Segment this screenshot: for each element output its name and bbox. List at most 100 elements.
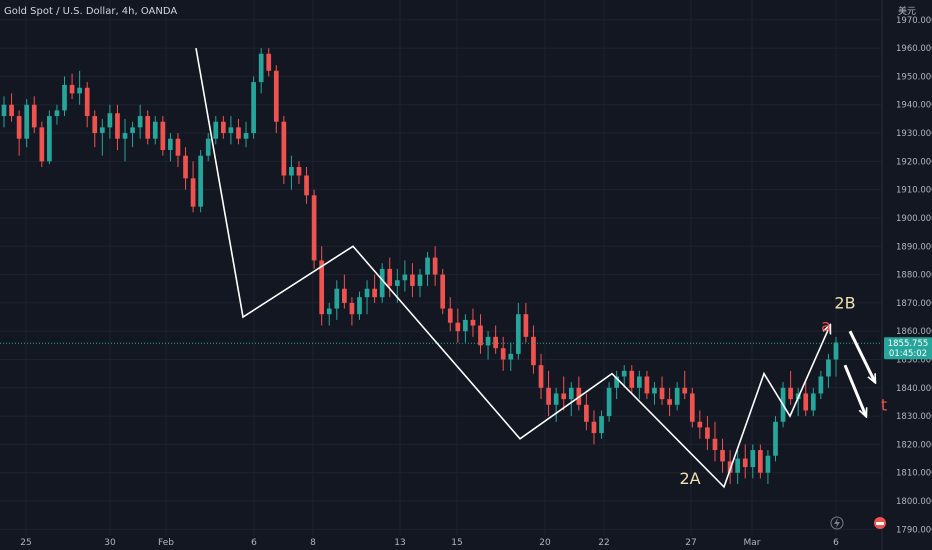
y-tick-label: 1860.000 <box>896 327 932 337</box>
candle-body <box>198 155 203 207</box>
candle-body <box>750 450 756 468</box>
candle <box>281 116 287 184</box>
candle-body <box>727 461 733 473</box>
candle-body <box>357 297 362 315</box>
candle-body <box>659 387 665 400</box>
candle-body <box>621 370 627 377</box>
candle <box>826 353 831 388</box>
candle <box>508 342 514 371</box>
candle-body <box>440 274 446 309</box>
candle-body <box>697 421 703 428</box>
candle <box>236 118 241 145</box>
candle-body <box>500 348 506 360</box>
lightning-icon[interactable] <box>830 516 844 530</box>
lightning-icon-ring <box>830 516 844 530</box>
wave-path <box>195 47 830 489</box>
candle <box>727 450 733 485</box>
candle-body <box>47 116 52 162</box>
candle <box>311 189 317 269</box>
candle <box>584 393 589 431</box>
candle-body <box>508 353 514 360</box>
candle <box>47 110 52 165</box>
candle <box>228 116 234 145</box>
wave-label: 2A <box>679 469 700 488</box>
y-tick-label: 1830.000 <box>896 412 932 422</box>
candle <box>190 161 196 213</box>
candle-body <box>394 280 400 286</box>
candle-body <box>432 257 438 275</box>
candle <box>478 314 483 354</box>
candle-body <box>258 53 264 83</box>
x-tick-label: 30 <box>104 538 116 548</box>
candle-body <box>273 70 279 122</box>
x-tick-label: 22 <box>598 538 609 548</box>
candle-body <box>478 325 483 346</box>
candle-body <box>69 84 75 94</box>
candle-body <box>568 387 574 400</box>
candle-body <box>115 113 120 139</box>
candle <box>765 450 771 485</box>
candle <box>342 274 347 309</box>
candle-body <box>584 404 589 422</box>
flag-icon[interactable] <box>874 517 886 529</box>
candle <box>205 133 211 162</box>
candle <box>402 260 408 292</box>
candle <box>531 325 536 374</box>
y-tick-label: 1850.000 <box>896 355 932 365</box>
candle-body <box>818 376 824 394</box>
y-tick-label: 1920.000 <box>896 157 932 167</box>
candle <box>682 370 688 400</box>
candle-body <box>387 268 393 286</box>
candle <box>810 387 816 417</box>
candle-body <box>122 133 128 139</box>
candle <box>697 410 703 439</box>
y-tick-label: 1970.000 <box>896 16 932 26</box>
candle <box>258 48 264 94</box>
candle-body <box>9 104 14 117</box>
candle <box>16 110 22 156</box>
candle <box>614 370 619 400</box>
y-tick-label: 1910.000 <box>896 186 932 196</box>
x-tick-label: 20 <box>539 538 551 548</box>
candle-body <box>228 127 234 134</box>
candle-body <box>667 399 672 405</box>
candle <box>538 353 544 400</box>
candle-body <box>289 167 294 176</box>
candle-body <box>221 121 226 134</box>
candle <box>319 246 325 326</box>
candle <box>349 297 355 326</box>
candle-body <box>720 450 725 462</box>
candle-body <box>417 274 423 286</box>
candle-body <box>644 376 650 394</box>
candle <box>523 302 529 343</box>
candle-body <box>107 113 113 128</box>
candle <box>591 410 597 445</box>
candle-body <box>523 314 529 337</box>
candle <box>750 444 756 479</box>
candle <box>334 280 340 320</box>
candle-body <box>372 288 377 298</box>
candle-body <box>810 393 816 411</box>
y-tick-label: 1880.000 <box>896 271 932 281</box>
candle <box>266 48 272 77</box>
candle <box>168 133 173 162</box>
candle <box>758 444 763 479</box>
y-tick-label: 1790.000 <box>896 525 932 535</box>
candle-body <box>311 195 317 261</box>
y-tick-label: 1930.000 <box>896 129 932 139</box>
candle-body <box>561 393 567 400</box>
candle <box>31 96 37 134</box>
candle <box>455 308 461 343</box>
candle <box>304 167 309 204</box>
candle-body <box>606 387 612 417</box>
candle <box>599 410 604 439</box>
candle-body <box>319 260 325 315</box>
candle-body <box>130 127 135 134</box>
candle <box>485 331 491 360</box>
candle-body <box>251 82 256 134</box>
candle-body <box>682 387 688 394</box>
candle-body <box>54 110 60 117</box>
candle-body <box>296 167 302 176</box>
candle <box>122 118 128 162</box>
